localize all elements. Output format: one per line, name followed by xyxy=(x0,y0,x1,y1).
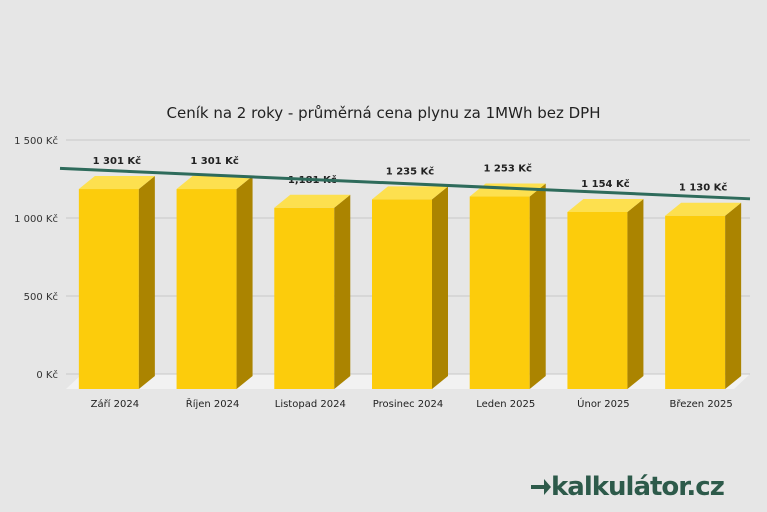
data-label: 1 130 Kč xyxy=(679,182,728,194)
bar-side xyxy=(432,186,448,389)
data-label: 1 154 Kč xyxy=(581,178,630,190)
x-tick-label: Leden 2025 xyxy=(476,399,535,410)
trend-line xyxy=(59,166,751,201)
bar-top xyxy=(665,202,742,216)
data-label: 1 301 Kč xyxy=(93,155,142,167)
bar-side xyxy=(529,183,546,389)
chart-title: Ceník na 2 roky - průměrná cena plynu za… xyxy=(166,104,601,122)
bar-top xyxy=(176,176,253,190)
data-label: 1 253 Kč xyxy=(483,163,532,175)
bar-top xyxy=(274,194,351,208)
logo-text: kalkulátor.cz xyxy=(551,472,725,502)
bar-side xyxy=(627,198,644,389)
x-tick-label: Září 2024 xyxy=(91,398,140,410)
bar xyxy=(274,207,335,389)
bar-top xyxy=(372,186,448,200)
bar xyxy=(176,189,237,389)
bar-side xyxy=(725,202,742,389)
bar xyxy=(469,196,530,389)
y-tick-label: 0 Kč xyxy=(36,369,58,381)
x-tick-label: Říjen 2024 xyxy=(186,397,240,410)
x-tick-label: Březen 2025 xyxy=(670,398,733,410)
x-tick-label: Prosinec 2024 xyxy=(373,399,443,410)
logo-arrow-icon xyxy=(531,479,551,495)
bar xyxy=(665,215,726,389)
bar xyxy=(78,189,139,389)
y-tick-label: 1 000 Kč xyxy=(14,213,58,225)
data-label: 1 235 Kč xyxy=(386,165,435,177)
bar-top xyxy=(78,176,155,190)
bar xyxy=(372,199,432,389)
y-tick-label: 500 Kč xyxy=(24,291,58,303)
bar-side xyxy=(138,176,155,389)
y-tick-label: 1 500 Kč xyxy=(14,135,58,147)
x-tick-label: Únor 2025 xyxy=(577,397,630,410)
bar-side xyxy=(236,176,253,389)
x-tick-label: Listopad 2024 xyxy=(275,399,346,410)
bar xyxy=(567,211,628,389)
bar-side xyxy=(334,194,351,389)
bar-top xyxy=(567,198,644,212)
data-label: 1 301 Kč xyxy=(190,155,239,167)
kalkulator-logo: kalkulátor.cz xyxy=(531,472,725,502)
